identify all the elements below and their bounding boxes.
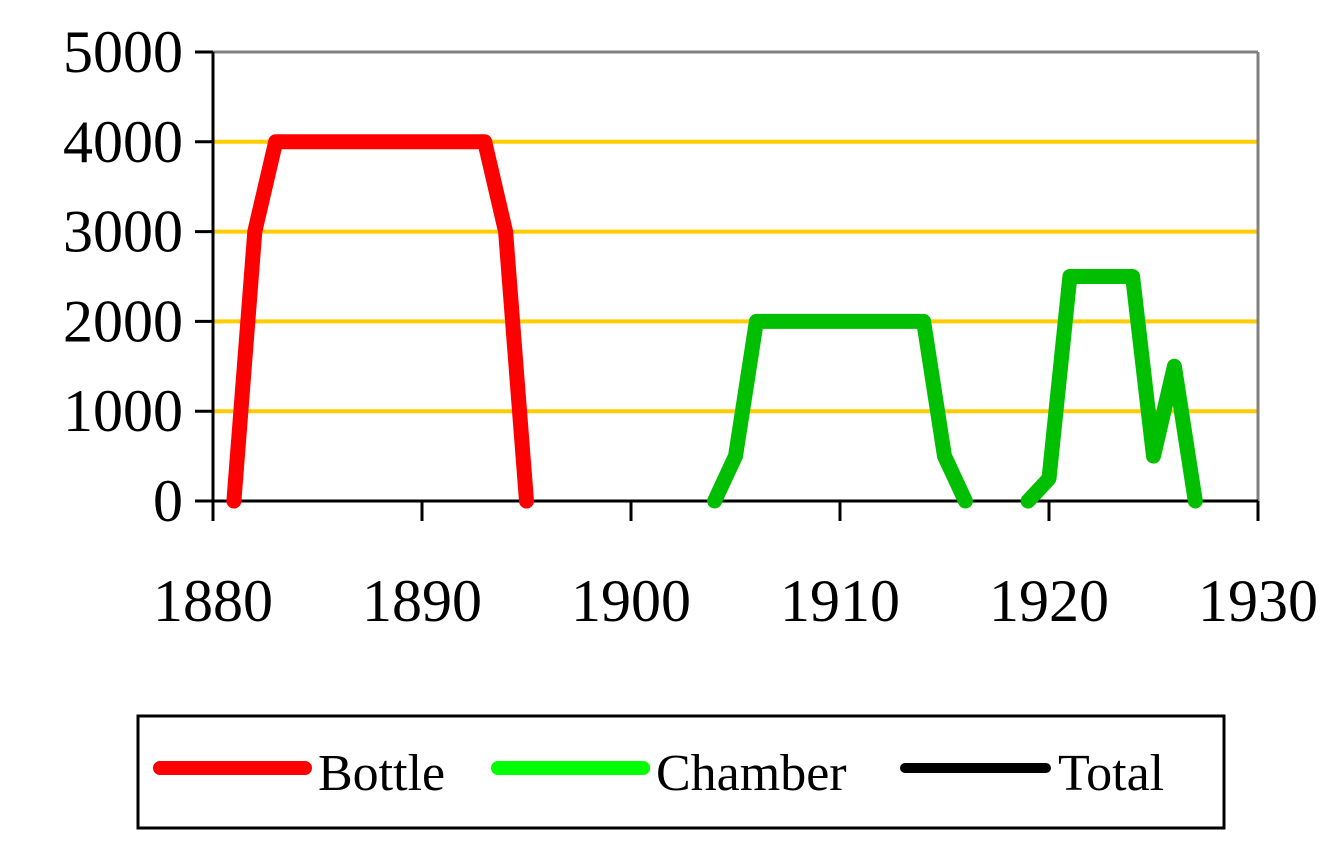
x-tick-label: 1930 [1198, 568, 1318, 634]
x-tick-label: 1890 [362, 568, 482, 634]
y-tick-label: 5000 [63, 19, 183, 85]
x-tick-label: 1910 [780, 568, 900, 634]
x-tick-label: 1920 [989, 568, 1109, 634]
tick-labels: 0 1000 2000 3000 4000 5000 1880 1890 1900 1910 192… [63, 19, 1318, 634]
y-tick-label: 1000 [63, 378, 183, 444]
x-tick-label: 1880 [153, 568, 273, 634]
y-tick-label: 0 [153, 468, 183, 534]
x-tick-label: 1900 [571, 568, 691, 634]
series-line-bottle [226, 134, 534, 509]
series-line-chamber [707, 313, 973, 509]
legend-label-chamber: Chamber [656, 745, 847, 802]
legend-label-total: Total [1058, 745, 1164, 802]
series-line-chamber [1020, 269, 1203, 509]
y-tick-label: 4000 [63, 109, 183, 175]
legend: Bottle Chamber Total [136, 714, 1226, 830]
y-tick-label: 2000 [63, 288, 183, 354]
legend-label-bottle: Bottle [318, 745, 445, 802]
axes [195, 50, 1260, 521]
y-tick-label: 3000 [63, 199, 183, 265]
plot-lines [226, 134, 1203, 509]
